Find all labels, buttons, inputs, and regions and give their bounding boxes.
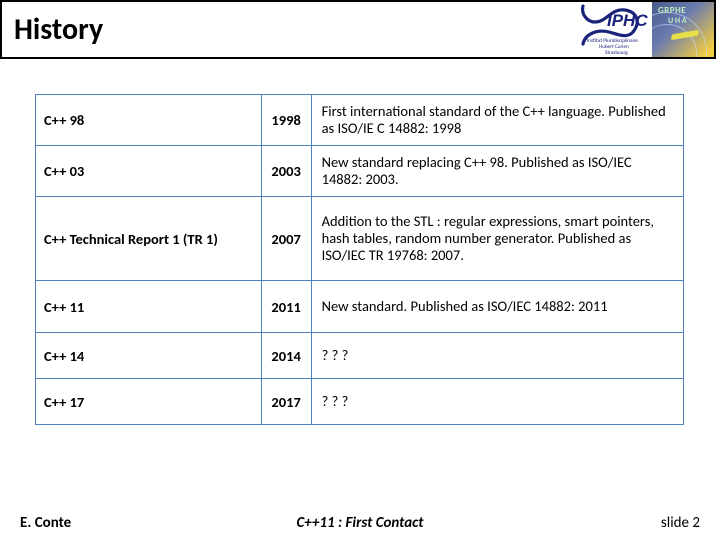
- std-desc: New standard. Published as ISO/IEC 14882…: [311, 281, 683, 333]
- table-row: C++ 98 1998 First international standard…: [36, 95, 684, 146]
- grphe-logo: GRPHE U H A: [652, 2, 714, 57]
- std-year: 2007: [261, 197, 311, 281]
- footer-title: C++11 : First Contact: [297, 514, 424, 532]
- slide: History IPHC Institut Pluridisciplinaire…: [0, 0, 720, 540]
- std-desc: ? ? ?: [311, 333, 683, 379]
- history-table: C++ 98 1998 First international standard…: [35, 94, 684, 425]
- std-name: C++ 11: [36, 281, 262, 333]
- iphc-logo: IPHC Institut Pluridisciplinaire Hubert …: [574, 2, 652, 57]
- std-name: C++ Technical Report 1 (TR 1): [36, 197, 262, 281]
- std-year: 2014: [261, 333, 311, 379]
- grphe-label2: U H A: [668, 16, 687, 26]
- table-row: C++ 03 2003 New standard replacing C++ 9…: [36, 146, 684, 197]
- iphc-sub3: Strasbourg: [605, 50, 628, 56]
- std-desc: ? ? ?: [311, 379, 683, 425]
- std-desc: New standard replacing C++ 98. Published…: [311, 146, 683, 197]
- table-row: C++ Technical Report 1 (TR 1) 2007 Addit…: [36, 197, 684, 281]
- table-row: C++ 17 2017 ? ? ?: [36, 379, 684, 425]
- std-year: 2011: [261, 281, 311, 333]
- std-year: 2017: [261, 379, 311, 425]
- logo-group: IPHC Institut Pluridisciplinaire Hubert …: [574, 2, 714, 57]
- grphe-label1: GRPHE: [658, 5, 686, 16]
- std-name: C++ 03: [36, 146, 262, 197]
- iphc-logo-svg: IPHC Institut Pluridisciplinaire Hubert …: [577, 4, 649, 56]
- std-desc: First international standard of the C++ …: [311, 95, 683, 146]
- std-year: 2003: [261, 146, 311, 197]
- title-bar: History IPHC Institut Pluridisciplinaire…: [0, 0, 716, 59]
- footer: E. Conte C++11 : First Contact slide 2: [0, 514, 720, 532]
- footer-author: E. Conte: [20, 514, 71, 532]
- table-row: C++ 11 2011 New standard. Published as I…: [36, 281, 684, 333]
- std-name: C++ 14: [36, 333, 262, 379]
- page-title: History: [14, 11, 103, 48]
- iphc-logo-text: IPHC: [607, 11, 648, 30]
- std-desc: Addition to the STL : regular expression…: [311, 197, 683, 281]
- std-name: C++ 17: [36, 379, 262, 425]
- std-year: 1998: [261, 95, 311, 146]
- std-name: C++ 98: [36, 95, 262, 146]
- table-row: C++ 14 2014 ? ? ?: [36, 333, 684, 379]
- footer-page: slide 2: [661, 514, 700, 532]
